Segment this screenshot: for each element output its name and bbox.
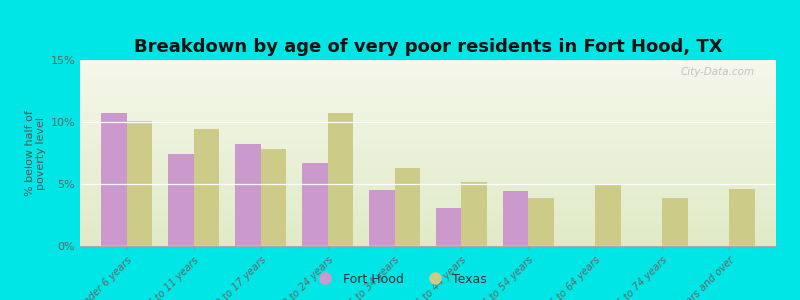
Bar bbox=[528, 198, 554, 246]
Bar bbox=[194, 129, 219, 246]
Bar bbox=[328, 113, 353, 246]
Title: Breakdown by age of very poor residents in Fort Hood, TX: Breakdown by age of very poor residents … bbox=[134, 38, 722, 56]
Bar bbox=[729, 189, 754, 246]
Bar bbox=[102, 113, 127, 246]
Bar bbox=[261, 149, 286, 246]
Bar bbox=[394, 168, 420, 246]
Bar bbox=[302, 163, 328, 246]
Bar bbox=[235, 144, 261, 246]
Bar bbox=[662, 198, 688, 246]
Text: City-Data.com: City-Data.com bbox=[681, 68, 755, 77]
Bar bbox=[436, 208, 462, 246]
Bar bbox=[168, 154, 194, 246]
Bar bbox=[595, 185, 621, 246]
Y-axis label: % below half of
poverty level: % below half of poverty level bbox=[25, 110, 46, 196]
Legend: Fort Hood, Texas: Fort Hood, Texas bbox=[308, 268, 492, 291]
Bar bbox=[369, 190, 394, 246]
Bar bbox=[503, 191, 528, 246]
Bar bbox=[462, 182, 487, 246]
Bar bbox=[127, 121, 152, 246]
